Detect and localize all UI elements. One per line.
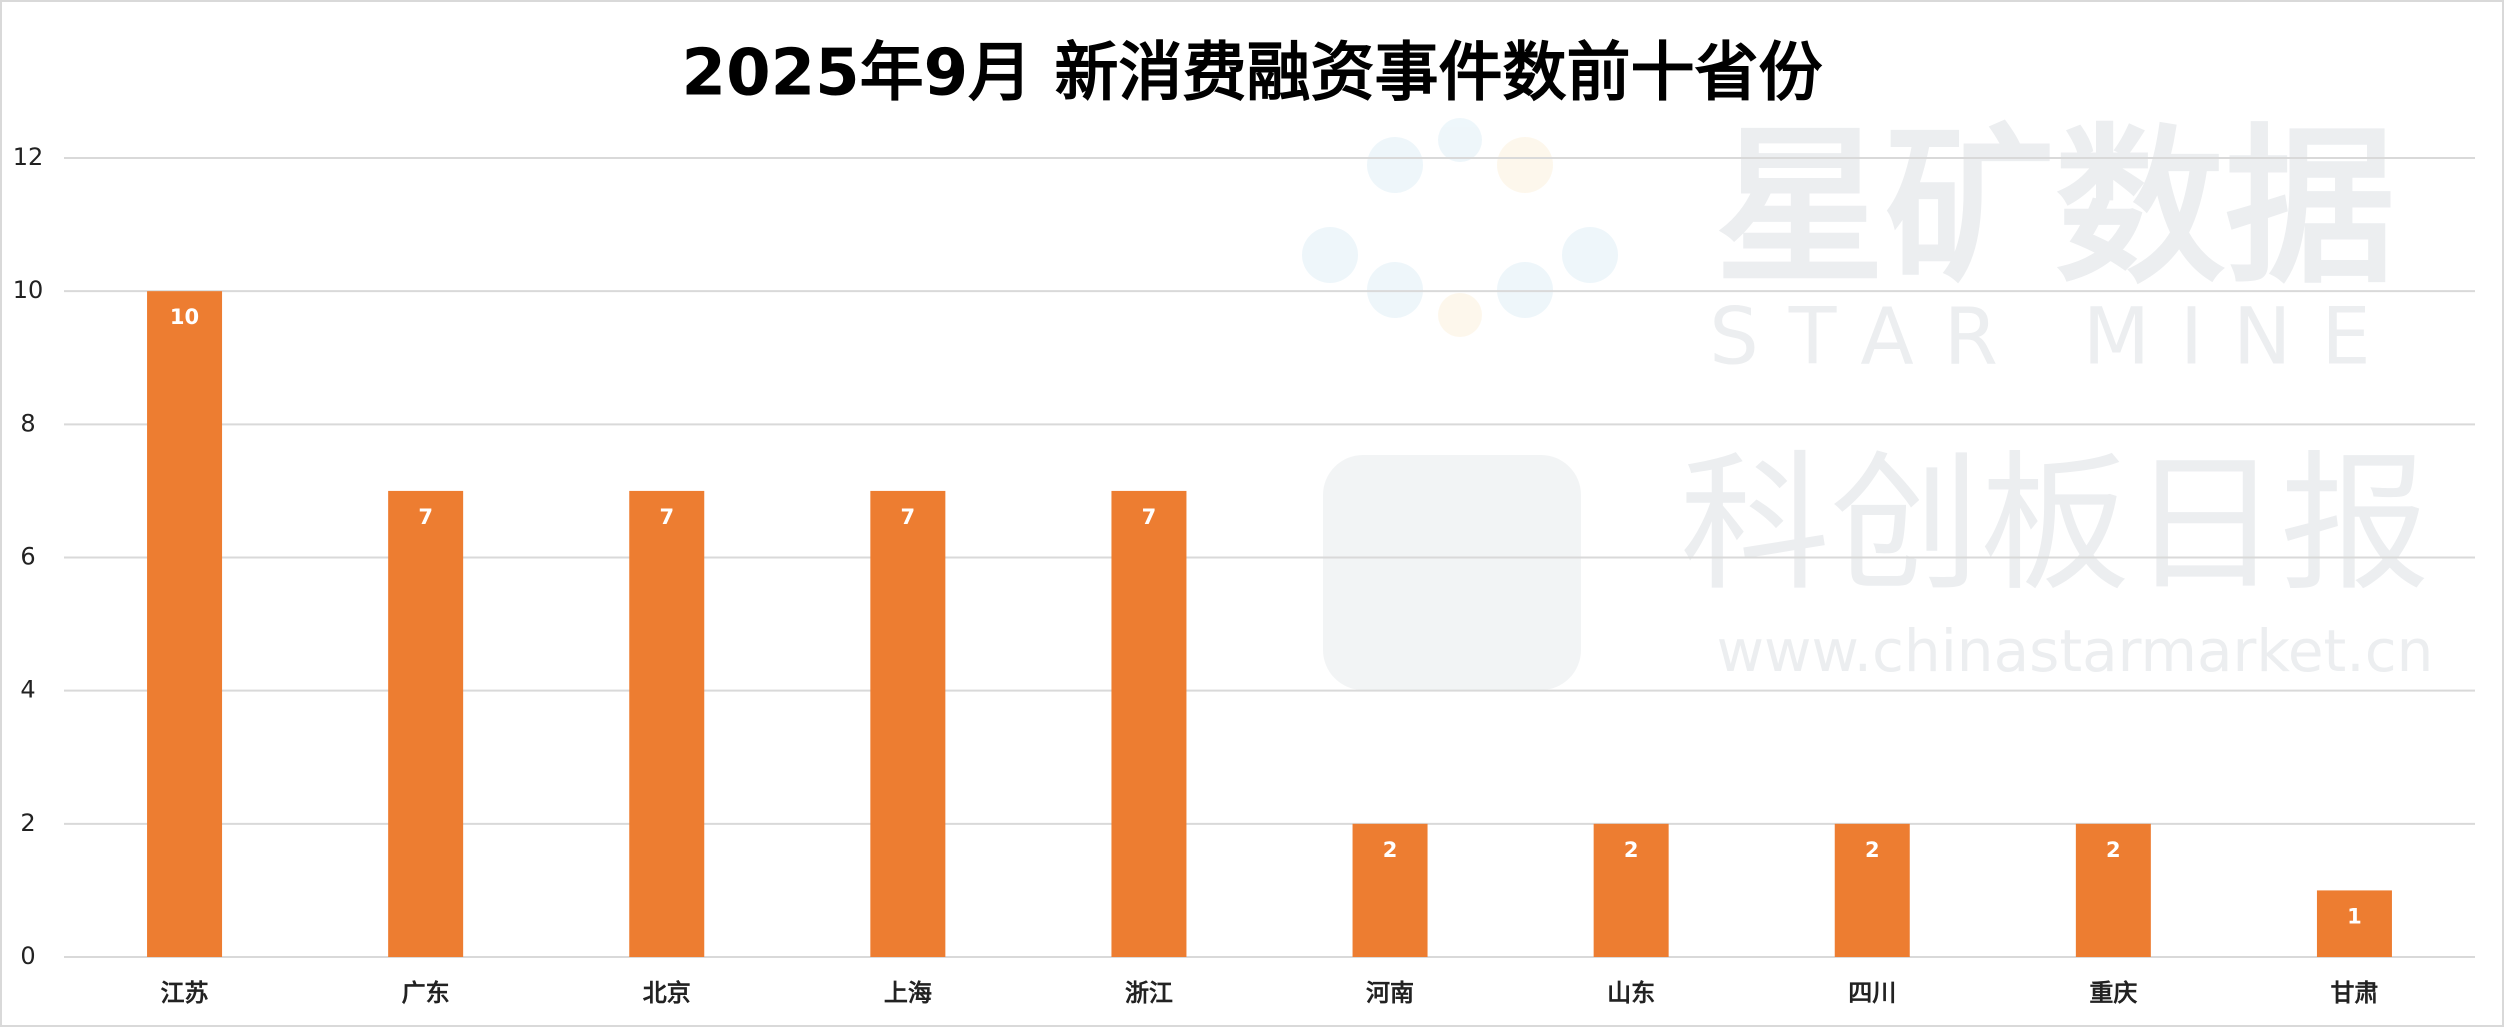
y-tick-label: 4 [20, 676, 35, 704]
x-tick-label: 河南 [1366, 979, 1414, 1007]
watermark-logo [1302, 118, 1618, 690]
x-tick-label: 江苏 [161, 979, 209, 1007]
data-label: 7 [1142, 505, 1157, 529]
x-tick-label: 重庆 [2089, 979, 2137, 1007]
data-label: 7 [659, 505, 674, 529]
bar [629, 490, 705, 957]
data-label: 1 [2347, 904, 2362, 928]
chart-title: 2025年9月 新消费融资事件数前十省份 [682, 37, 1823, 111]
watermark-text: 星矿数据 [1715, 109, 2395, 307]
x-tick-label: 上海 [884, 979, 932, 1007]
x-tick-label: 广东 [402, 979, 450, 1007]
y-tick-label: 6 [20, 543, 35, 571]
y-tick-label: 8 [20, 409, 35, 437]
bar [2075, 823, 2151, 957]
y-tick-label: 2 [20, 809, 35, 837]
watermark-text: STAR MINE [1709, 292, 2400, 382]
bar [147, 291, 223, 958]
y-tick-label: 0 [20, 942, 35, 970]
y-tick-label: 12 [13, 143, 44, 171]
data-label: 2 [1865, 838, 1880, 862]
bar [1593, 823, 1669, 957]
data-label: 7 [901, 505, 916, 529]
x-tick-label: 四川 [1848, 979, 1896, 1007]
x-tick-label: 山东 [1607, 979, 1655, 1007]
watermark-text: 科创板日报 [1680, 438, 2430, 612]
data-label: 7 [418, 505, 433, 529]
watermark-text: www.chinastarmarket.cn [1717, 617, 2434, 685]
bar [1111, 490, 1187, 957]
data-label: 2 [2106, 838, 2121, 862]
y-tick-label: 10 [13, 276, 44, 304]
bar [1352, 823, 1428, 957]
data-label: 2 [1383, 838, 1398, 862]
bar [388, 490, 464, 957]
data-label: 10 [170, 305, 199, 329]
x-tick-label: 浙江 [1125, 979, 1173, 1007]
bar [1834, 823, 1910, 957]
bar [2316, 890, 2392, 957]
x-tick-label: 甘肃 [2330, 979, 2378, 1007]
bar [870, 490, 946, 957]
x-tick-label: 北京 [643, 979, 691, 1007]
data-label: 2 [1624, 838, 1639, 862]
